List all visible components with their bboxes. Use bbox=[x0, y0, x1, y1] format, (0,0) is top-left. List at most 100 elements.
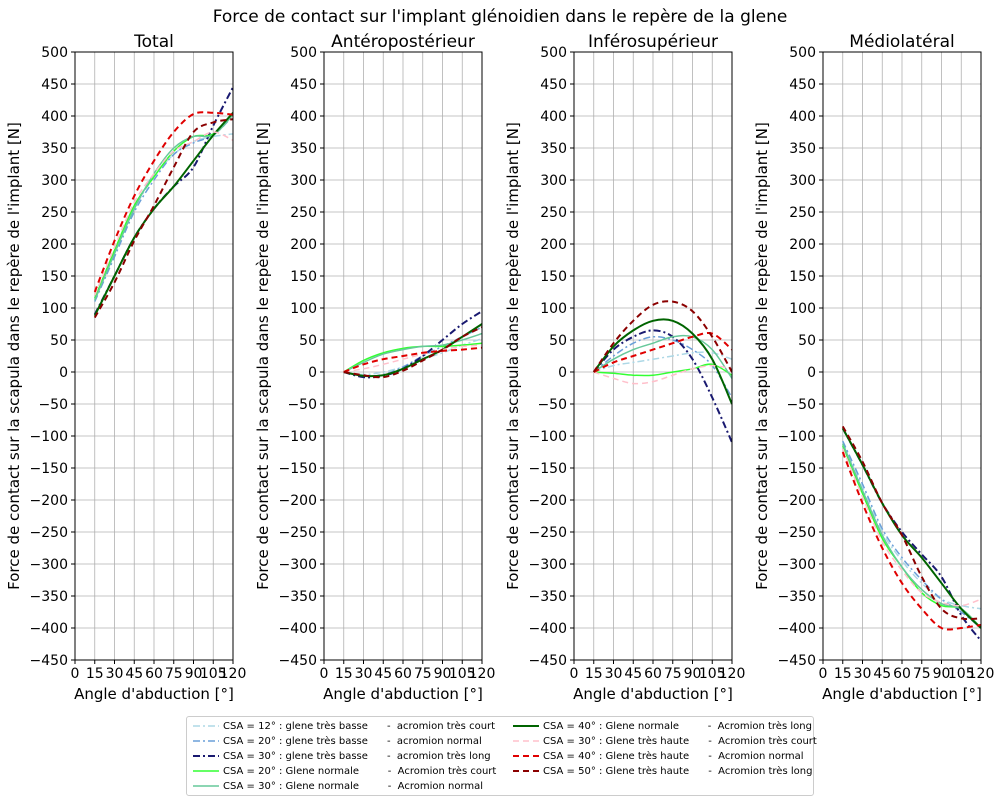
y-tick-label: −100 bbox=[279, 429, 317, 445]
y-tick-label: 200 bbox=[290, 237, 317, 253]
x-tick-label: 30 bbox=[854, 666, 872, 682]
y-tick-label: −150 bbox=[279, 461, 317, 477]
series-line-8 bbox=[343, 326, 482, 379]
y-tick-label: 50 bbox=[549, 333, 567, 349]
y-axis-label: Force de contact sur la scapula dans le … bbox=[504, 122, 522, 590]
legend-item: CSA = 30° : glene très basse - acromion … bbox=[193, 751, 491, 762]
x-tick-label: 45 bbox=[374, 666, 392, 682]
series-line-6 bbox=[343, 344, 482, 373]
y-tick-label: −350 bbox=[529, 589, 567, 605]
y-tick-label: 300 bbox=[41, 173, 68, 189]
x-tick-label: 45 bbox=[624, 666, 642, 682]
y-tick-label: 500 bbox=[789, 45, 816, 61]
x-tick-label: 60 bbox=[145, 666, 163, 682]
y-tick-label: 200 bbox=[789, 237, 816, 253]
x-tick-label: 90 bbox=[185, 666, 203, 682]
series-line-8 bbox=[592, 300, 732, 373]
y-tick-label: −50 bbox=[287, 397, 317, 413]
legend-swatch bbox=[193, 725, 219, 727]
series-line-2 bbox=[592, 329, 732, 443]
y-tick-label: −300 bbox=[279, 557, 317, 573]
series-line-3 bbox=[94, 112, 233, 299]
y-tick-label: 150 bbox=[41, 269, 68, 285]
y-tick-label: −450 bbox=[30, 653, 68, 669]
x-tick-label: 15 bbox=[86, 666, 104, 682]
x-tick-label: 45 bbox=[873, 666, 891, 682]
series-group bbox=[841, 425, 981, 642]
y-tick-label: −200 bbox=[279, 493, 317, 509]
series-group bbox=[93, 86, 233, 319]
legend-item: CSA = 20° : Glene normale - Acromion trè… bbox=[193, 766, 496, 777]
y-tick-label: −100 bbox=[529, 429, 567, 445]
y-tick-label: 450 bbox=[540, 77, 567, 93]
x-tick-label: 105 bbox=[200, 666, 227, 682]
x-tick-label: 75 bbox=[913, 666, 931, 682]
y-tick-label: 500 bbox=[290, 45, 317, 61]
x-tick-label: 60 bbox=[644, 666, 662, 682]
legend-item: CSA = 12° : glene très basse - acromion … bbox=[193, 721, 495, 732]
x-tick-label: 105 bbox=[948, 666, 975, 682]
series-line-7 bbox=[841, 451, 981, 631]
legend-item: CSA = 30° : Glene très haute - Acromion … bbox=[513, 736, 817, 747]
y-tick-label: 250 bbox=[789, 205, 816, 221]
series-line-3 bbox=[593, 363, 732, 377]
legend-label: CSA = 20° : glene très basse - acromion … bbox=[223, 736, 482, 747]
x-tick-label: 120 bbox=[220, 666, 247, 682]
legend-swatch bbox=[513, 755, 539, 757]
y-tick-label: 400 bbox=[41, 109, 68, 125]
series-line-6 bbox=[842, 448, 981, 607]
legend-label: CSA = 30° : Glene normale - Acromion nor… bbox=[223, 781, 484, 792]
legend-item: CSA = 40° : Glene très haute - Acromion … bbox=[513, 751, 804, 762]
y-tick-label: 100 bbox=[789, 301, 816, 317]
panel-title: Total bbox=[133, 32, 174, 52]
y-tick-label: −400 bbox=[279, 621, 317, 637]
y-tick-label: −200 bbox=[529, 493, 567, 509]
grid bbox=[822, 51, 982, 661]
y-tick-label: 50 bbox=[798, 333, 816, 349]
x-tick-label: 75 bbox=[664, 666, 682, 682]
legend-label: CSA = 30° : Glene très haute - Acromion … bbox=[543, 736, 817, 747]
y-tick-label: 300 bbox=[290, 173, 317, 189]
legend-item: CSA = 50° : Glene très haute - Acromion … bbox=[513, 766, 812, 777]
legend-swatch bbox=[513, 725, 539, 727]
series-group bbox=[592, 300, 732, 443]
y-tick-label: 150 bbox=[540, 269, 567, 285]
series-line-1 bbox=[842, 440, 981, 629]
y-tick-label: −150 bbox=[778, 461, 816, 477]
x-tick-label: 90 bbox=[933, 666, 951, 682]
x-tick-label: 60 bbox=[394, 666, 412, 682]
y-tick-label: −300 bbox=[529, 557, 567, 573]
series-line-7 bbox=[93, 111, 233, 293]
x-tick-label: 90 bbox=[684, 666, 702, 682]
legend-item: CSA = 30° : Glene normale - Acromion nor… bbox=[193, 781, 483, 792]
x-tick-label: 0 bbox=[320, 666, 329, 682]
x-tick-label: 15 bbox=[335, 666, 353, 682]
y-tick-label: −350 bbox=[30, 589, 68, 605]
legend-swatch bbox=[193, 770, 219, 772]
y-tick-label: 100 bbox=[41, 301, 68, 317]
y-tick-label: 450 bbox=[789, 77, 816, 93]
series-line-8 bbox=[841, 425, 981, 621]
legend-label: CSA = 40° : Glene normale - Acromion trè… bbox=[543, 721, 812, 732]
x-tick-label: 0 bbox=[71, 666, 80, 682]
x-tick-label: 120 bbox=[968, 666, 995, 682]
y-tick-label: −150 bbox=[30, 461, 68, 477]
y-tick-label: 300 bbox=[789, 173, 816, 189]
series-line-0 bbox=[593, 351, 732, 373]
x-tick-label: 105 bbox=[449, 666, 476, 682]
y-tick-label: 100 bbox=[540, 301, 567, 317]
y-tick-label: −350 bbox=[778, 589, 816, 605]
y-tick-label: −400 bbox=[529, 621, 567, 637]
x-axis-label: Angle d'abduction [°] bbox=[74, 685, 234, 703]
y-tick-label: 350 bbox=[290, 141, 317, 157]
legend: CSA = 12° : glene très basse - acromion … bbox=[186, 716, 817, 796]
x-tick-label: 15 bbox=[834, 666, 852, 682]
x-tick-label: 90 bbox=[434, 666, 452, 682]
y-tick-label: −100 bbox=[778, 429, 816, 445]
y-tick-label: 0 bbox=[308, 365, 317, 381]
series-line-6 bbox=[593, 364, 732, 385]
y-tick-label: −50 bbox=[537, 397, 567, 413]
y-tick-label: −150 bbox=[529, 461, 567, 477]
